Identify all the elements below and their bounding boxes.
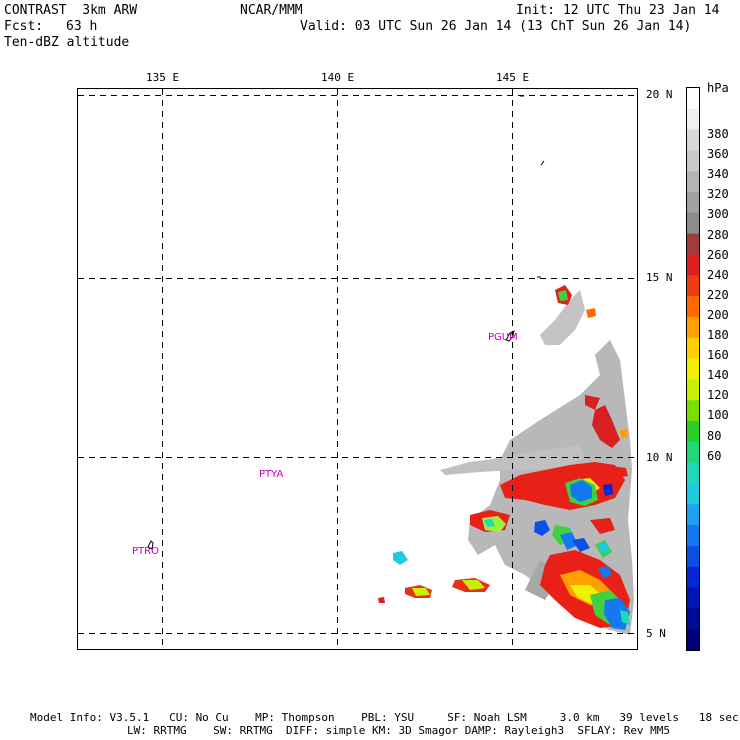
colorbar-swatch xyxy=(687,587,699,609)
palau-coast xyxy=(147,540,154,550)
colorbar-swatch xyxy=(687,629,699,651)
echo-blue-mid3 xyxy=(572,538,590,552)
colorbar-swatch xyxy=(687,358,699,380)
colorbar-swatch xyxy=(687,504,699,526)
echo-red-n2 xyxy=(592,405,620,448)
colorbar-swatch xyxy=(687,545,699,568)
echo-green-west xyxy=(412,588,430,596)
echo-orange-tiny xyxy=(620,429,628,438)
colorbar-tick-label: 320 xyxy=(707,187,729,202)
colorbar-swatch xyxy=(687,192,699,214)
echo-green-band xyxy=(462,580,485,590)
org-label: NCAR/MMM xyxy=(240,3,303,18)
colorbar-swatch xyxy=(687,108,699,131)
valid-time: Valid: 03 UTC Sun 26 Jan 14 (13 ChT Sun … xyxy=(300,19,692,34)
colorbar-swatch xyxy=(687,483,699,505)
colorbar-tick-label: 60 xyxy=(707,448,722,463)
echo-red-east2 xyxy=(612,466,628,478)
colorbar-tick-label: 80 xyxy=(707,428,722,443)
init-time: Init: 12 UTC Thu 23 Jan 14 xyxy=(516,3,720,18)
colorbar-swatch xyxy=(687,254,699,276)
model-title: CONTRAST 3km ARW xyxy=(4,3,138,18)
echo-red-tiny1 xyxy=(378,597,385,603)
colorbar-swatch xyxy=(687,462,699,485)
colorbar-swatch xyxy=(687,525,699,547)
echo-blue-mid2 xyxy=(560,532,578,550)
colorbar-swatch xyxy=(687,88,699,110)
colorbar-tick-label: 140 xyxy=(707,368,729,383)
colorbar-unit: hPa xyxy=(707,81,729,95)
colorbar-tick-label: 160 xyxy=(707,348,729,363)
lat-label-10: 10 N xyxy=(646,451,673,464)
island-mid xyxy=(540,160,545,166)
colorbar-tick-label: 240 xyxy=(707,267,729,282)
echo-red-small xyxy=(586,308,596,318)
colorbar-tick-label: 360 xyxy=(707,147,729,162)
echo-cyan-west xyxy=(393,551,408,565)
colorbar-swatch xyxy=(687,379,699,401)
echo-cyan-south xyxy=(620,610,630,625)
station-ptro: PTRO xyxy=(132,546,159,557)
colorbar-swatch xyxy=(687,400,699,422)
colorbar-swatch xyxy=(687,171,699,193)
colorbar-swatch xyxy=(687,421,699,443)
echo-green-north xyxy=(558,290,568,301)
colorbar xyxy=(686,87,700,651)
forecast-label: Fcst: xyxy=(4,19,44,34)
lat-label-20: 20 N xyxy=(646,88,673,101)
colorbar-tick-label: 100 xyxy=(707,408,729,423)
colorbar-swatch xyxy=(687,608,699,630)
colorbar-tick-label: 120 xyxy=(707,388,729,403)
map-frame xyxy=(77,88,638,650)
colorbar-swatch xyxy=(687,296,699,318)
lat-label-5: 5 N xyxy=(646,627,666,640)
colorbar-tick-label: 260 xyxy=(707,247,729,262)
colorbar-swatch xyxy=(687,233,699,256)
station-ptya: PTYA xyxy=(259,469,284,480)
field-name: Ten-dBZ altitude xyxy=(4,35,130,50)
grid-lines xyxy=(78,89,637,649)
colorbar-tick-label: 220 xyxy=(707,287,729,302)
echo-red-east xyxy=(590,518,615,534)
echo-gray-band xyxy=(440,445,585,475)
colorbar-tick-label: 340 xyxy=(707,167,729,182)
colorbar-tick-label: 380 xyxy=(707,127,729,141)
echo-layer xyxy=(378,285,634,635)
lon-label-135: 135 E xyxy=(146,71,180,84)
colorbar-frame xyxy=(686,87,700,651)
islands xyxy=(147,95,545,550)
echo-gray-north xyxy=(540,290,585,345)
guam-coast xyxy=(505,330,515,342)
colorbar-tick-label: 300 xyxy=(707,207,729,222)
echo-blue-main xyxy=(570,480,592,502)
colorbar-swatch xyxy=(687,212,699,235)
lon-label-145: 145 E xyxy=(496,71,530,84)
echo-blue-east xyxy=(603,484,613,496)
colorbar-swatch xyxy=(687,316,699,339)
echo-cyan-mid4 xyxy=(484,519,495,527)
colorbar-tick-label: 180 xyxy=(707,328,729,342)
colorbar-swatch xyxy=(687,441,699,464)
forecast-hours: 63 h xyxy=(66,19,98,34)
echo-cyan-mid xyxy=(598,542,610,555)
echo-blue-mid xyxy=(534,520,550,536)
colorbar-tick-label: 280 xyxy=(707,227,729,242)
lon-label-140: 140 E xyxy=(321,71,355,84)
echo-blue-s2 xyxy=(598,566,612,578)
lat-label-15: 15 N xyxy=(646,271,673,284)
station-pgum: PGUM xyxy=(488,332,518,343)
colorbar-swatch xyxy=(687,129,699,152)
echo-red-n3 xyxy=(585,395,600,410)
colorbar-swatch xyxy=(687,566,699,589)
colorbar-swatch xyxy=(687,275,699,297)
colorbar-swatch xyxy=(687,150,699,172)
colorbar-tick-label: 200 xyxy=(707,307,729,322)
model-info-line2: LW: RRTMG SW: RRTMG DIFF: simple KM: 3D … xyxy=(127,724,671,737)
model-info-line1: Model Info: V3.5.1 CU: No Cu MP: Thompso… xyxy=(30,711,739,724)
colorbar-swatch xyxy=(687,337,699,360)
